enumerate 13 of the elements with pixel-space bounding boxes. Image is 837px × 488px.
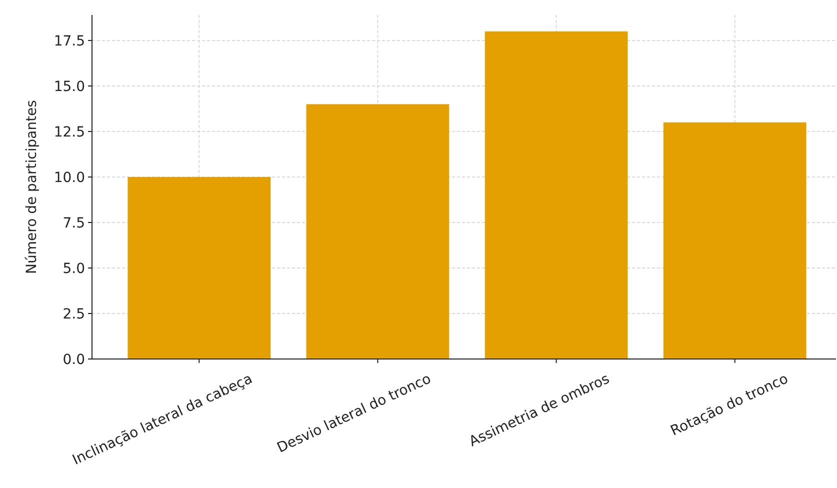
y-tick-label: 10.0 [54, 170, 85, 186]
y-tick-label: 17.5 [54, 33, 85, 50]
y-tick-label: 2.5 [62, 306, 85, 322]
y-tick-label: 0.0 [62, 352, 85, 368]
bar [306, 104, 450, 359]
bar [663, 122, 806, 359]
y-tick-label: 5.0 [62, 260, 85, 277]
bar [484, 31, 628, 359]
y-axis-title: Número de participantes [24, 100, 40, 274]
y-tick-label: 7.5 [62, 215, 85, 232]
y-tick-label: 12.5 [54, 124, 85, 140]
bar [128, 176, 271, 359]
y-tick-label: 15.0 [54, 78, 85, 95]
